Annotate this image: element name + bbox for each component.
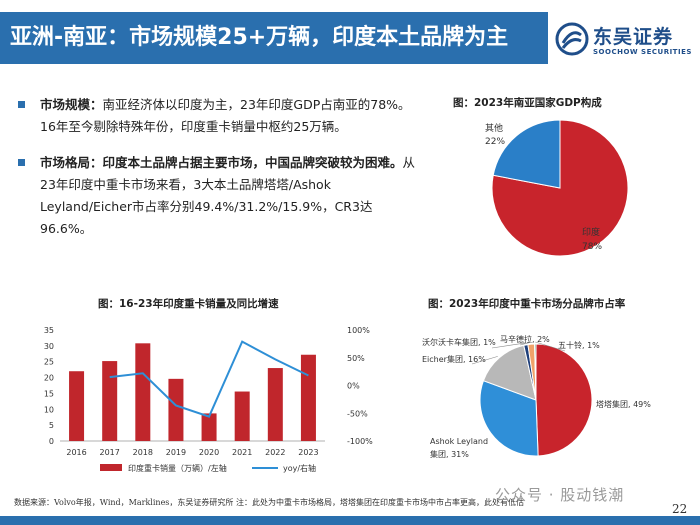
brand-leader-line-2 [471,356,498,365]
brand-slice-0 [535,343,593,457]
brand-label-0: 塔塔集团, 49% [596,399,651,409]
chart-title-sales: 图：16-23年印度重卡销量及同比增速 [98,298,279,310]
y-tick-right: 0% [347,382,360,391]
brand-slice-2 [482,344,537,401]
bar-2022 [267,368,283,441]
brand-slice-1 [479,380,539,457]
logo-name-en: SOOCHOW SECURITIES [593,48,692,56]
bullet-text: 南亚经济体以印度为主，23年印度GDP占南亚的78%。16年至今剔除特殊年份，印… [40,97,411,134]
bullet-bold-text: 印度本土品牌占据主要市场，中国品牌突破较为困难。 [102,155,403,170]
brand-share-pie-chart: 塔塔集团, 49% Ashok Leyland 集团, 31% Eicher集团, 1… [422,334,651,459]
x-tick-2020: 2020 [199,448,219,457]
x-tick-2022: 2022 [265,448,285,457]
y-tick-left: 20 [44,374,54,383]
bullet-market-structure: 市场格局：印度本土品牌占据主要市场，中国品牌突破较为困难。从23年印度中重卡市场… [18,152,418,240]
x-tick-2018: 2018 [133,448,153,457]
brand-label-2: Eicher集团, 16% [422,354,486,364]
y-tick-left: 30 [44,342,54,351]
bullet-label: 市场格局： [40,155,103,170]
wechat-watermark: 公众号 · 股动钱潮 [495,486,625,504]
y-tick-left: 35 [44,326,54,335]
company-logo: 东吴证券 SOOCHOW SECURITIES [553,20,693,64]
bullet-marker [18,159,25,166]
y-tick-right: 100% [347,326,370,335]
y-tick-right: 50% [347,354,365,363]
page-number: 22 [672,502,688,516]
pie-slice-1 [492,119,561,189]
y-tick-right: -100% [347,437,373,446]
chart-title-gdp: 图：2023年南亚国家GDP构成 [453,97,602,109]
bar-2016 [69,371,85,441]
bar-2017 [102,361,118,441]
bar-2019 [168,378,184,441]
y-tick-left: 15 [44,389,54,398]
yoy-line [109,340,309,418]
y-tick-right: -50% [347,409,368,418]
brand-leader-line-5 [535,341,566,352]
bullet-market-size: 市场规模：南亚经济体以印度为主，23年印度GDP占南亚的78%。16年至今剔除特… [18,94,418,138]
legend-label-yoy: yoy/右轴 [283,463,316,473]
slide-title-bar: 亚洲-南亚：市场规模25+万辆，印度本土品牌为主 [0,12,548,64]
pie-slice-0 [491,119,629,257]
gdp-pie-chart: 其他 22% 印度 78% [485,119,629,257]
bullet-text: 从23年印度中重卡市场来看，3大本土品牌塔塔/Ashok Leyland/Eic… [40,155,416,236]
bullet-label: 市场规模： [40,97,103,112]
slide-title: 亚洲-南亚：市场规模25+万辆，印度本土品牌为主 [10,25,509,50]
brand-label-4: 马辛德拉, 2% [500,334,550,344]
bar-2023 [300,354,316,441]
y-tick-left: 0 [49,437,54,446]
sales-bar-line-chart: 35 30 25 20 15 10 5 0 100% 50% 0% -50% -100% 2016 2017… [44,326,373,473]
brand-label-1: Ashok Leyland 集团, 31% [430,437,488,459]
y-tick-left: 10 [44,405,54,414]
bar-2020 [201,413,217,441]
footer-source: 数据来源：Volvo年报，Wind，Marklines，东吴证券研究所 注：此处… [14,498,524,507]
y-tick-left: 25 [44,358,54,367]
pie-label-india: 印度 [582,226,600,238]
bar-2018 [135,343,151,441]
legend-swatch-sales [100,464,122,471]
x-tick-2021: 2021 [232,448,252,457]
soochow-logo-icon [555,22,589,56]
brand-slice-5 [534,343,537,401]
bar-2021 [234,391,250,441]
brand-leader-line-3 [491,342,526,349]
x-tick-2017: 2017 [100,448,120,457]
pie-label-other: 其他 [485,122,503,134]
pie-pct-india: 78% [582,242,602,252]
bullet-marker [18,101,25,108]
chart-title-brand: 图：2023年印度中重卡市场分品牌市占率 [428,298,626,310]
brand-label-5: 五十铃, 1% [558,340,600,350]
brand-label-3: 沃尔沃卡车集团, 1% [422,337,496,347]
x-tick-2019: 2019 [166,448,186,457]
brand-leader-line-4 [519,341,532,346]
logo-name-cn: 东吴证券 [593,26,674,48]
x-tick-2023: 2023 [298,448,318,457]
legend-label-sales: 印度重卡销量（万辆）/左轴 [128,463,227,473]
x-tick-2016: 2016 [66,448,86,457]
y-tick-left: 5 [49,421,54,430]
bottom-accent-bar [0,516,700,525]
pie-pct-other: 22% [485,137,505,147]
